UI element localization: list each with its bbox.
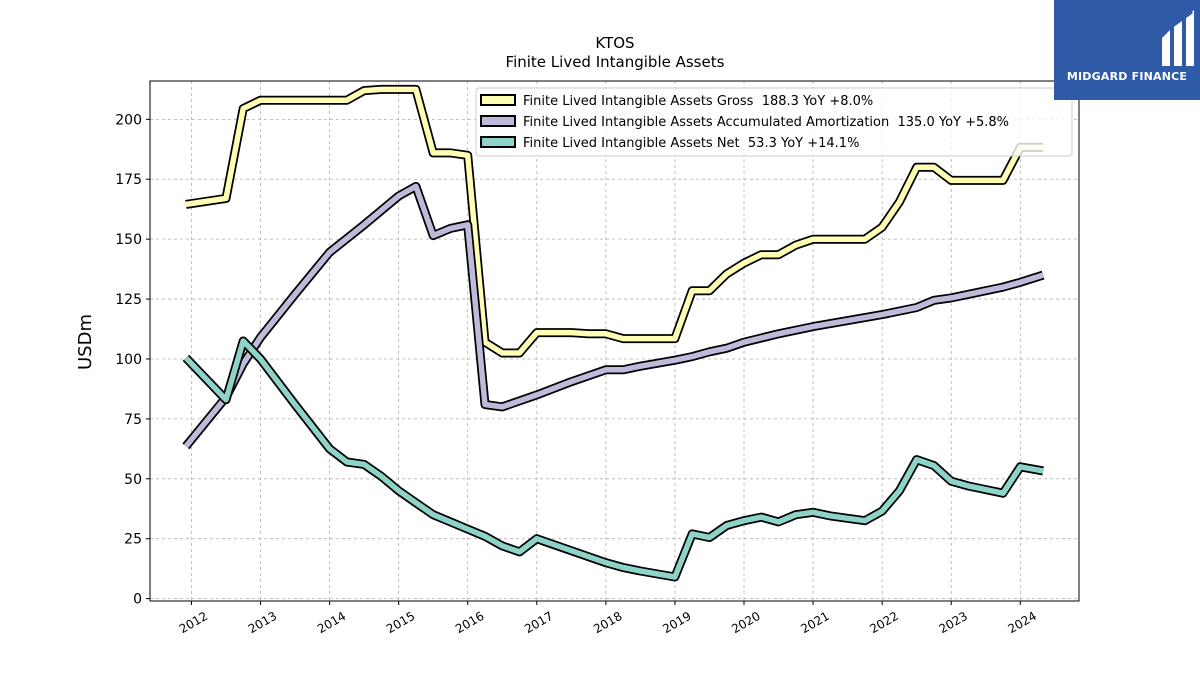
x-tick-label: 2015 (384, 609, 417, 636)
y-tick-label: 75 (124, 412, 142, 428)
x-tick-label: 2014 (315, 609, 348, 636)
chart-title: KTOS (595, 34, 634, 52)
y-tick-label: 0 (133, 592, 142, 608)
legend-swatch (480, 115, 516, 127)
x-tick-label: 2013 (246, 609, 279, 636)
legend-label: Finite Lived Intangible Assets Accumulat… (523, 115, 1009, 130)
x-tick-label: 2024 (1006, 609, 1039, 636)
legend-swatch (480, 94, 516, 106)
y-tick-label: 150 (115, 232, 142, 248)
x-tick-label: 2021 (798, 609, 831, 636)
series-layer (182, 84, 1045, 582)
plot-frame (149, 80, 1080, 602)
legend-swatch (480, 136, 516, 148)
x-tick-label: 2018 (591, 609, 624, 636)
logo-text: MIDGARD FINANCE (1066, 70, 1188, 83)
y-axis-label: USDm (75, 314, 96, 370)
legend-label: Finite Lived Intangible Assets Net 53.3 … (523, 136, 859, 151)
y-tick-label: 200 (115, 112, 142, 128)
series-line-1 (185, 86, 1044, 356)
x-tick-label: 2016 (453, 609, 486, 636)
grid (150, 81, 1079, 601)
x-tick-label: 2012 (177, 609, 210, 636)
midgard-logo-icon (1162, 10, 1194, 66)
y-tick-label: 175 (115, 172, 142, 188)
series-outline (182, 181, 1045, 450)
x-axis: 2012 2013 2014 2015 2016 2017 2018 2019 2020 2021… (177, 601, 1039, 636)
y-tick-label: 50 (124, 472, 142, 488)
y-axis: 0 25 50 75 100 125 150 175 200 (115, 112, 150, 608)
x-tick-label: 2022 (867, 609, 900, 636)
y-tick-label: 25 (124, 532, 142, 548)
x-tick-label: 2023 (936, 609, 969, 636)
midgard-finance-logo: MIDGARD FINANCE (1054, 0, 1200, 100)
series-line-2 (183, 183, 1044, 449)
legend-label: Finite Lived Intangible Assets Gross 188… (523, 94, 873, 109)
y-tick-label: 125 (115, 292, 142, 308)
x-tick-label: 2019 (660, 609, 693, 636)
legend: Finite Lived Intangible Assets Gross 188… (475, 87, 1073, 157)
series-line-3 (183, 338, 1044, 580)
x-tick-label: 2017 (522, 609, 555, 636)
x-tick-label: 2020 (729, 609, 762, 636)
legend-frame (475, 87, 1073, 157)
y-tick-label: 100 (115, 352, 142, 368)
chart-subtitle: Finite Lived Intangible Assets (506, 53, 725, 71)
